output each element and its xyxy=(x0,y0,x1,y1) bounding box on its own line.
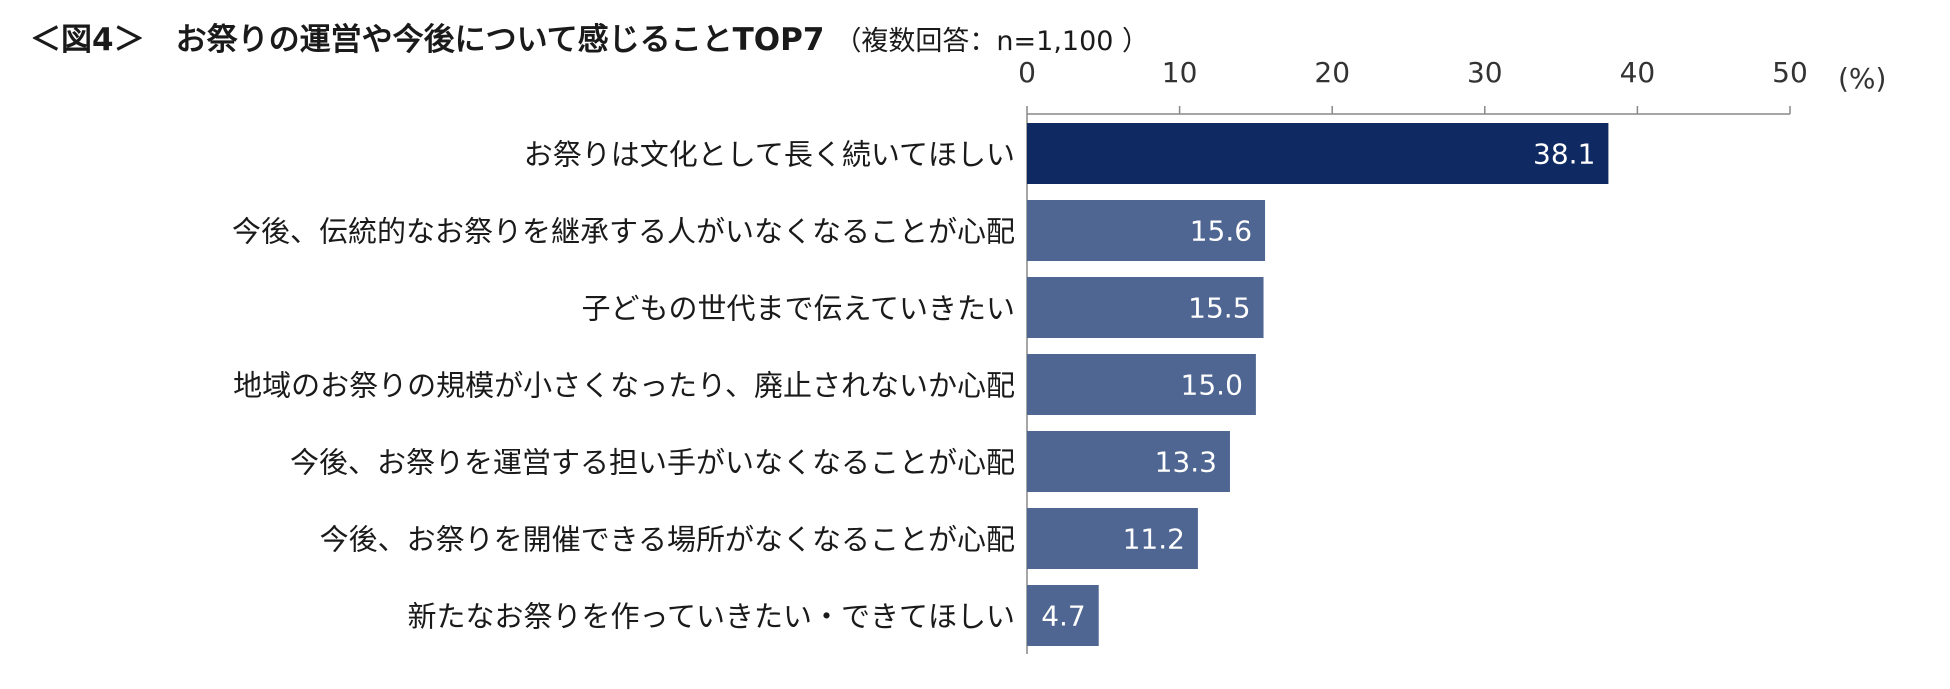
bar xyxy=(1027,123,1609,184)
data-label: 15.6 xyxy=(1190,215,1252,248)
bar xyxy=(1027,200,1266,261)
bar xyxy=(1027,431,1230,492)
x-tick-label: 0 xyxy=(1018,56,1036,89)
bar xyxy=(1027,354,1256,415)
category-label: 今後、お祭りを開催できる場所がなくなることが心配 xyxy=(320,523,1015,557)
category-labels: お祭りは文化として長く続いてほしい今後、伝統的なお祭りを継承する人がいなくなるこ… xyxy=(232,138,1015,634)
data-label: 15.0 xyxy=(1181,369,1243,402)
x-tick-label: 30 xyxy=(1467,56,1503,89)
data-label: 4.7 xyxy=(1041,600,1086,633)
category-label: 子どもの世代まで伝えていきたい xyxy=(581,292,1015,326)
x-axis: 0 10 20 30 40 50 xyxy=(1018,56,1808,654)
data-label: 11.2 xyxy=(1123,523,1185,556)
category-label: お祭りは文化として長く続いてほしい xyxy=(524,138,1015,172)
category-label: 今後、お祭りを運営する担い手がいなくなることが心配 xyxy=(290,446,1015,480)
category-label: 今後、伝統的なお祭りを継承する人がいなくなることが心配 xyxy=(232,215,1015,249)
category-label: 地域のお祭りの規模が小さくなったり、廃止されないか心配 xyxy=(233,369,1015,403)
unit-label: (%) xyxy=(1838,62,1886,95)
data-label: 38.1 xyxy=(1533,138,1595,171)
bar xyxy=(1027,585,1099,646)
x-tick-label: 40 xyxy=(1620,56,1656,89)
bar xyxy=(1027,277,1264,338)
x-tick-label: 10 xyxy=(1162,56,1198,89)
chart-title: ＜図4＞ お祭りの運営や今後について感じることTOP7 xyxy=(30,22,825,58)
bars: 38.1 15.6 15.5 15.0 13.3 11.2 4.7 xyxy=(1027,123,1609,646)
chart-subtitle: （複数回答：n=1,100 ） xyxy=(834,26,1150,57)
category-label: 新たなお祭りを作っていきたい・できてほしい xyxy=(407,600,1015,634)
chart-title-block: ＜図4＞ お祭りの運営や今後について感じることTOP7 （複数回答：n=1,100… xyxy=(30,14,1149,59)
bar xyxy=(1027,508,1198,569)
data-label: 15.5 xyxy=(1188,292,1250,325)
data-label: 13.3 xyxy=(1155,446,1217,479)
x-tick-label: 50 xyxy=(1772,56,1808,89)
x-tick-label: 20 xyxy=(1314,56,1350,89)
